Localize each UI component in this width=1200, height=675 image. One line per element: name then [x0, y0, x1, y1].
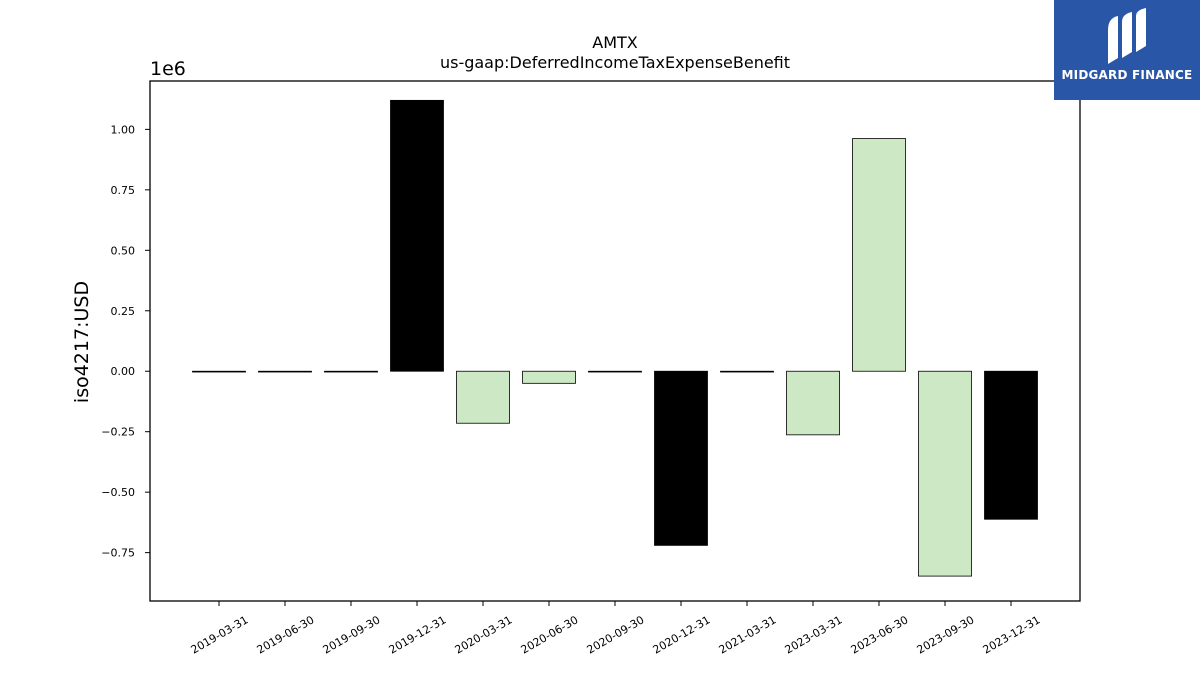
chart-title: AMTX: [592, 33, 638, 52]
bar-2023-12-31: [984, 370, 1038, 520]
x-tick-label: 2023-12-31: [981, 613, 1043, 656]
y-tick-label: −0.25: [101, 426, 135, 439]
bar-2020-03-31: [456, 370, 510, 424]
logo-text: MIDGARD FINANCE: [1061, 68, 1193, 82]
bar-2020-06-30: [522, 370, 576, 384]
bar-2023-06-30: [852, 138, 906, 372]
logo-mark-icon: [1108, 8, 1146, 64]
chart-subtitle: us-gaap:DeferredIncomeTaxExpenseBenefit: [440, 53, 790, 72]
bar-2020-12-31: [654, 370, 708, 546]
bar-2019-12-31: [390, 99, 444, 372]
x-tick-label: 2023-09-30: [915, 613, 977, 656]
x-tick-label: 2020-06-30: [519, 613, 581, 656]
y-tick-label: −0.75: [101, 547, 135, 560]
y-tick-label: 1.00: [111, 123, 136, 136]
y-tick-label: 0.75: [111, 184, 136, 197]
bar-2021-03-31: [720, 370, 774, 373]
plot-frame: [149, 80, 1081, 602]
bar-2019-03-31: [192, 370, 246, 373]
x-tick-label: 2019-12-31: [387, 613, 449, 656]
x-tick-label: 2020-03-31: [453, 613, 515, 656]
x-tick-label: 2020-12-31: [651, 613, 713, 656]
x-tick-label: 2019-03-31: [189, 613, 251, 656]
y-tick-label: 0.50: [111, 244, 136, 257]
x-tick-label: 2019-06-30: [255, 613, 317, 656]
x-tick-label: 2019-09-30: [321, 613, 383, 656]
x-tick-label: 2023-06-30: [849, 613, 911, 656]
y-axis-label: iso4217:USD: [71, 281, 93, 403]
x-tick-label: 2023-03-31: [783, 613, 845, 656]
y-offset-label: 1e6: [150, 58, 186, 80]
bar-2023-09-30: [918, 370, 972, 577]
bar-2020-09-30: [588, 370, 642, 373]
bar-2019-06-30: [258, 370, 312, 373]
x-tick-label: 2020-09-30: [585, 613, 647, 656]
y-tick-label: 0.00: [111, 365, 136, 378]
y-tick-label: −0.50: [101, 486, 135, 499]
x-tick-label: 2021-03-31: [717, 613, 779, 656]
y-tick-label: 0.25: [111, 305, 136, 318]
bar-2023-03-31: [786, 370, 840, 436]
midgard-finance-logo: MIDGARD FINANCE: [1054, 0, 1200, 100]
bar-2019-09-30: [324, 370, 378, 373]
